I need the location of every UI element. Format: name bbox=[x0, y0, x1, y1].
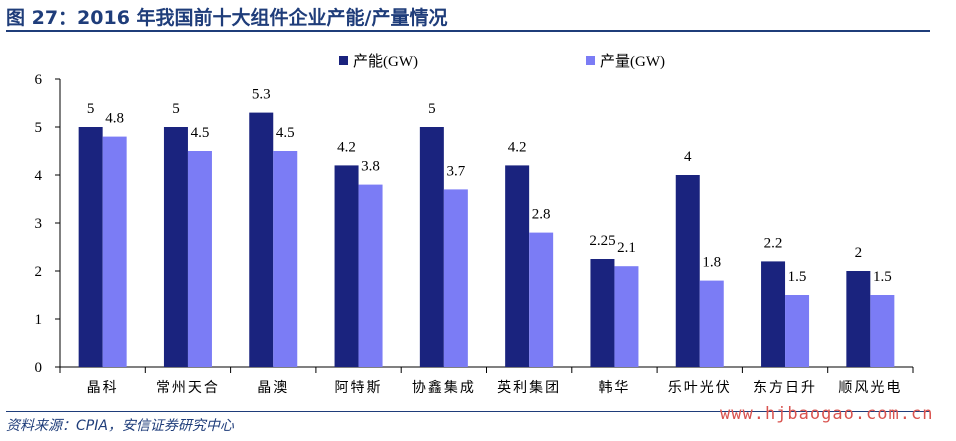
legend-swatch-output bbox=[586, 56, 595, 65]
x-tick-label: 乐叶光伏 bbox=[668, 380, 732, 396]
bar-capacity bbox=[505, 165, 530, 367]
chart-axes: 0 1 2 3 4 5 6 晶科 常州天合 晶澳 阿特斯 协鑫集成 英利集团 韩华 乐叶光伏 东方日升 顺风光电 bbox=[35, 72, 914, 396]
bar-output bbox=[699, 280, 724, 367]
data-label-output: 4.5 bbox=[191, 125, 210, 141]
y-tick-label: 1 bbox=[35, 312, 43, 328]
data-label-output: 2.1 bbox=[617, 240, 636, 256]
data-label-output: 4.8 bbox=[105, 111, 124, 127]
y-tick-label: 2 bbox=[35, 264, 43, 280]
bar-capacity bbox=[419, 127, 444, 367]
bar-output bbox=[614, 266, 639, 367]
watermark: www.hjbaogao.com.cn bbox=[720, 404, 934, 424]
source-divider bbox=[6, 411, 930, 412]
x-tick-label: 东方日升 bbox=[753, 380, 817, 396]
bar-capacity bbox=[163, 127, 188, 367]
bar-capacity bbox=[590, 259, 615, 367]
data-label-capacity: 4.2 bbox=[337, 139, 356, 155]
legend-swatch-capacity bbox=[339, 56, 348, 65]
bar-capacity bbox=[846, 271, 871, 367]
data-label-capacity: 2.25 bbox=[589, 233, 615, 249]
bar-output bbox=[529, 232, 554, 367]
data-label-output: 1.5 bbox=[788, 269, 807, 285]
bar-output bbox=[273, 151, 298, 367]
data-label-capacity: 2 bbox=[855, 245, 863, 261]
data-label-capacity: 5 bbox=[87, 101, 95, 117]
x-tick-label: 晶科 bbox=[87, 380, 119, 396]
y-tick-label: 5 bbox=[35, 120, 43, 136]
data-label-capacity: 5.3 bbox=[252, 87, 271, 103]
y-tick-label: 3 bbox=[35, 216, 43, 232]
bar-output bbox=[358, 184, 383, 367]
chart-bars bbox=[78, 112, 895, 367]
data-label-capacity: 4 bbox=[684, 149, 692, 165]
bar-capacity bbox=[334, 165, 359, 367]
x-tick-label: 韩华 bbox=[598, 380, 630, 396]
bar-capacity bbox=[78, 127, 103, 367]
data-label-capacity: 5 bbox=[172, 101, 180, 117]
x-tick-label: 顺风光电 bbox=[838, 380, 902, 396]
title-divider bbox=[6, 30, 930, 32]
x-tick-label: 英利集团 bbox=[497, 379, 561, 396]
data-label-output: 3.7 bbox=[446, 163, 465, 179]
data-label-output: 2.8 bbox=[532, 207, 551, 223]
bar-output bbox=[443, 189, 468, 367]
data-label-output: 3.8 bbox=[361, 159, 380, 175]
y-tick-label: 0 bbox=[35, 360, 43, 376]
bar-capacity bbox=[249, 112, 274, 367]
x-tick-label: 晶澳 bbox=[257, 380, 289, 396]
data-label-output: 4.5 bbox=[276, 125, 295, 141]
x-tick-label: 常州天合 bbox=[156, 380, 220, 396]
legend-label-capacity: 产能(GW) bbox=[353, 53, 418, 70]
y-tick-label: 4 bbox=[35, 168, 43, 184]
data-label-capacity: 4.2 bbox=[508, 139, 527, 155]
data-label-capacity: 5 bbox=[428, 101, 436, 117]
x-tick-label: 协鑫集成 bbox=[412, 379, 476, 396]
bar-output bbox=[870, 295, 895, 367]
bar-chart: 0 1 2 3 4 5 6 晶科 常州天合 晶澳 阿特斯 协鑫集成 英利集团 韩华 乐叶光伏 东方日升 顺风光电… bbox=[35, 53, 914, 396]
legend-label-output: 产量(GW) bbox=[600, 53, 665, 70]
data-label-capacity: 2.2 bbox=[764, 235, 783, 251]
bar-output bbox=[785, 295, 810, 367]
source-note: 资料来源：CPIA，安信证券研究中心 bbox=[6, 418, 234, 434]
chart-title: 图 27：2016 年我国前十大组件企业产能/产量情况 bbox=[6, 7, 448, 29]
bar-capacity bbox=[761, 261, 786, 367]
data-label-output: 1.8 bbox=[702, 255, 721, 271]
chart-legend: 产能(GW) 产量(GW) bbox=[339, 53, 665, 70]
x-tick-label: 阿特斯 bbox=[335, 380, 383, 396]
data-label-output: 1.5 bbox=[873, 269, 892, 285]
bar-output bbox=[187, 151, 212, 367]
y-tick-label: 6 bbox=[35, 72, 43, 88]
chart-data-labels: 5 5 5.3 4.2 5 4.2 2.25 4 2.2 2 4.8 4.5 4.5 3.8 3.7 2.8 2… bbox=[87, 87, 892, 285]
bar-output bbox=[102, 136, 127, 367]
bar-capacity bbox=[675, 175, 700, 367]
